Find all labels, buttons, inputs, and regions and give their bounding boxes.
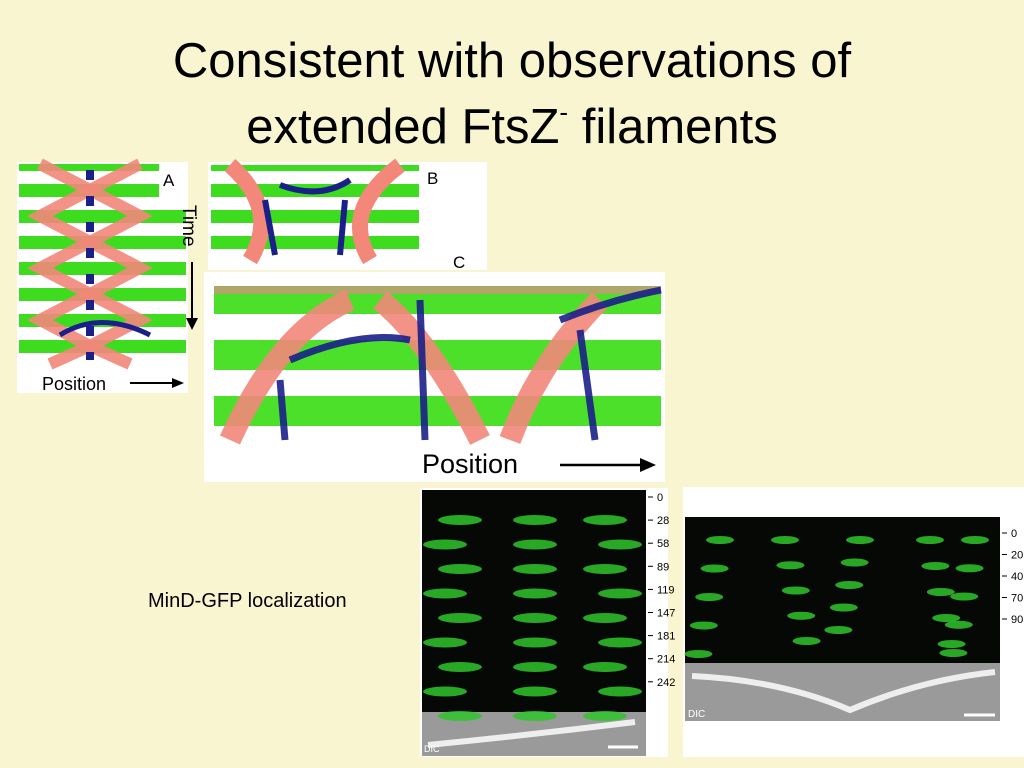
cell-signal [583, 662, 627, 672]
channel-label: DIC [424, 744, 440, 754]
cell-signal [513, 515, 557, 525]
cell-signal [944, 620, 973, 629]
cell-signal [423, 588, 467, 599]
cell-signal [840, 558, 869, 567]
title-superscript: - [559, 97, 569, 127]
cell-signal [513, 662, 557, 672]
cell-signal [583, 711, 627, 721]
cell-signal [926, 588, 955, 596]
cell-signal [513, 686, 557, 697]
cell-signal [700, 564, 729, 573]
cell-signal [583, 564, 627, 574]
panel-label: C [453, 253, 465, 272]
cell-signal [771, 536, 799, 544]
cell-signal [829, 603, 858, 612]
cell-signal [513, 637, 557, 648]
micrograph-right: DIC 0 20 40 70 90 [683, 487, 1024, 757]
panel-label: A [163, 171, 175, 190]
cell-signal [695, 593, 724, 601]
time-label: 90 [1011, 614, 1023, 626]
time-label: 0 [657, 492, 663, 504]
cell-signal [598, 637, 642, 648]
title-line: Consistent with observations of [172, 34, 852, 88]
kymograph-a: A Time Position [17, 158, 199, 394]
cell-signal [513, 711, 557, 721]
cell-signal [583, 613, 627, 623]
time-label: 181 [657, 631, 675, 643]
cell-signal [423, 686, 467, 697]
cell-signal [781, 586, 810, 595]
cell-signal [921, 562, 950, 570]
axis-label: Time [178, 205, 199, 247]
time-label: 242 [657, 677, 675, 689]
cell-signal [438, 613, 482, 623]
time-label: 89 [657, 561, 669, 573]
caption: MinD-GFP localization [148, 590, 347, 612]
cell-signal [706, 536, 734, 544]
cell-signal [824, 626, 853, 634]
time-label: 214 [657, 654, 675, 666]
kymograph-c: Position [204, 272, 665, 482]
time-label: 147 [657, 608, 675, 620]
time-label: 28 [657, 515, 669, 527]
cell-signal [835, 581, 864, 589]
cell-signal [950, 592, 979, 601]
cell-signal [792, 637, 821, 645]
cell-signal [961, 536, 989, 544]
channel-label: DIC [688, 709, 705, 720]
title-line: filaments [568, 100, 778, 154]
cell-signal [937, 640, 966, 648]
cell-signal [438, 711, 482, 721]
axis-label: Position [42, 374, 106, 394]
cell-signal [438, 662, 482, 672]
cell-signal [939, 649, 968, 657]
kymograph-b: B C [208, 158, 487, 272]
cell-signal [916, 536, 944, 544]
cell-signal [776, 561, 805, 570]
cell-signal [583, 515, 627, 525]
title-line: extended FtsZ [246, 100, 560, 154]
slide-title: Consistent with observations of extended … [0, 28, 1024, 160]
cell-signal [423, 637, 467, 648]
cell-signal [513, 613, 557, 623]
cell-signal [513, 588, 557, 599]
micrograph-left: DIC 0 28 58 89 119 147 181 214 242 [420, 488, 675, 757]
cell-signal [438, 515, 482, 525]
time-label: 20 [1011, 550, 1023, 562]
cell-signal [598, 539, 642, 550]
cell-signal [955, 564, 984, 573]
cell-signal [932, 614, 961, 622]
cell-signal [787, 611, 816, 620]
cell-signal [438, 564, 482, 574]
time-label: 0 [1011, 528, 1017, 540]
panel-label: B [427, 169, 438, 188]
cell-signal [423, 539, 467, 550]
cell-signal [846, 536, 874, 544]
cell-signal [684, 650, 713, 658]
time-label: 40 [1011, 571, 1023, 583]
cell-signal [598, 686, 642, 697]
cell-signal [513, 539, 557, 550]
axis-label: Position [422, 449, 518, 479]
cell-signal [598, 588, 642, 599]
time-label: 119 [657, 584, 675, 596]
time-label: 58 [657, 538, 669, 550]
cell-signal [513, 564, 557, 574]
cell-signal [689, 621, 718, 630]
time-label: 70 [1011, 593, 1023, 605]
